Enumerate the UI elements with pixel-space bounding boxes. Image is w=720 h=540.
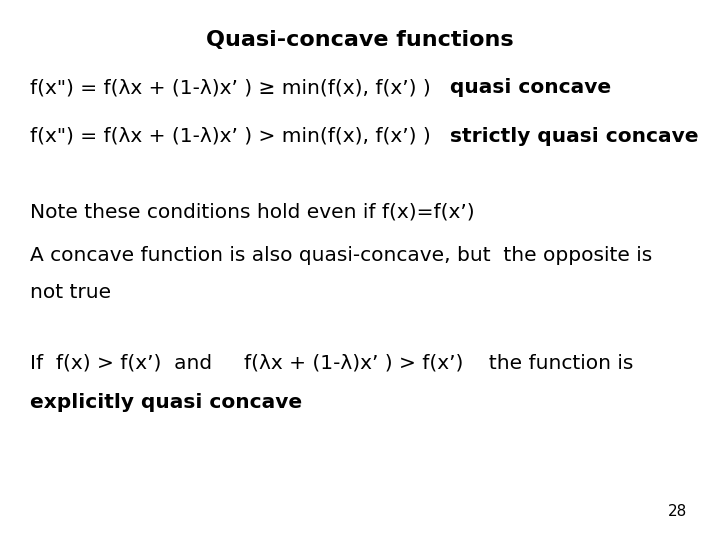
Text: not true: not true: [30, 284, 112, 302]
Text: Quasi-concave functions: Quasi-concave functions: [206, 30, 514, 50]
Text: quasi concave: quasi concave: [450, 78, 611, 97]
Text: 28: 28: [668, 504, 688, 519]
Text: explicitly quasi concave: explicitly quasi concave: [30, 393, 302, 412]
Text: Note these conditions hold even if f(x)=f(x’): Note these conditions hold even if f(x)=…: [30, 202, 475, 221]
Text: strictly quasi concave: strictly quasi concave: [450, 127, 698, 146]
Text: f(x") = f(λx + (1-λ)x’ ) ≥ min(f(x), f(x’) ): f(x") = f(λx + (1-λ)x’ ) ≥ min(f(x), f(x…: [30, 78, 450, 97]
Text: f(x") = f(λx + (1-λ)x’ ) > min(f(x), f(x’) ): f(x") = f(λx + (1-λ)x’ ) > min(f(x), f(x…: [30, 127, 450, 146]
Text: A concave function is also quasi-concave, but  the opposite is: A concave function is also quasi-concave…: [30, 246, 652, 265]
Text: If  f(x) > f(x’)  and     f(λx + (1-λ)x’ ) > f(x’)    the function is: If f(x) > f(x’) and f(λx + (1-λ)x’ ) > f…: [30, 354, 634, 373]
